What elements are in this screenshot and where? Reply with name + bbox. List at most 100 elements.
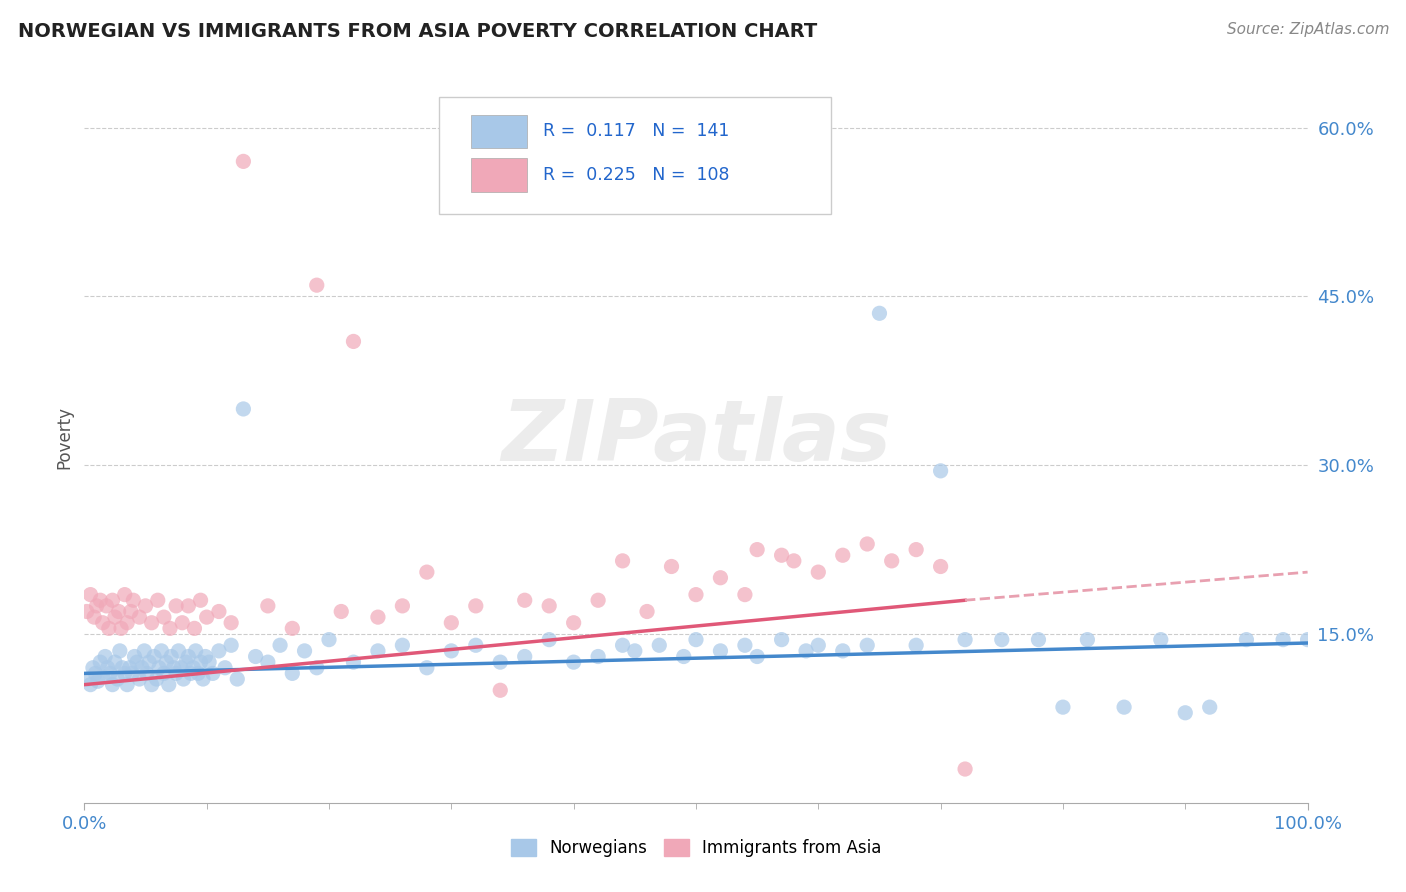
Point — [562, 615, 585, 630]
Point — [153, 666, 176, 681]
Point — [111, 661, 134, 675]
Point — [219, 615, 242, 630]
Point — [134, 644, 156, 658]
Point — [150, 644, 173, 658]
Point — [146, 593, 169, 607]
Point — [807, 638, 830, 652]
Point — [367, 610, 389, 624]
Point — [91, 670, 114, 684]
Point — [131, 661, 153, 675]
Point — [612, 554, 634, 568]
Point — [586, 593, 609, 607]
Point — [128, 672, 150, 686]
Point — [880, 554, 903, 568]
Point — [177, 649, 200, 664]
Point — [190, 655, 212, 669]
Point — [153, 610, 176, 624]
Point — [79, 588, 101, 602]
Point — [157, 678, 180, 692]
Point — [257, 655, 280, 669]
Point — [1296, 632, 1319, 647]
Point — [86, 599, 108, 613]
Point — [104, 610, 127, 624]
Point — [96, 599, 118, 613]
Point — [107, 605, 129, 619]
Point — [1052, 700, 1074, 714]
Point — [79, 678, 101, 692]
Point — [105, 672, 128, 686]
Point — [794, 644, 817, 658]
Text: ZIPatlas: ZIPatlas — [501, 395, 891, 479]
Point — [191, 672, 214, 686]
Point — [232, 401, 254, 416]
Point — [114, 666, 136, 681]
Point — [330, 605, 353, 619]
FancyBboxPatch shape — [471, 159, 527, 192]
FancyBboxPatch shape — [471, 114, 527, 148]
Point — [464, 638, 486, 652]
Point — [281, 621, 304, 635]
Point — [685, 632, 707, 647]
Point — [124, 649, 146, 664]
Point — [856, 638, 879, 652]
Point — [747, 649, 769, 664]
Point — [831, 548, 853, 562]
Point — [83, 610, 105, 624]
Point — [98, 666, 121, 681]
Point — [184, 644, 207, 658]
Point — [101, 593, 124, 607]
Point — [770, 632, 793, 647]
Point — [159, 621, 181, 635]
Point — [141, 615, 163, 630]
Point — [145, 672, 167, 686]
Point — [163, 661, 186, 675]
Point — [101, 678, 124, 692]
Point — [305, 278, 328, 293]
Point — [489, 655, 512, 669]
Point — [138, 655, 160, 669]
Point — [1236, 632, 1258, 647]
Point — [562, 655, 585, 669]
Point — [114, 588, 136, 602]
Point — [180, 666, 202, 681]
Point — [416, 661, 439, 675]
Point — [198, 655, 221, 669]
Point — [1198, 700, 1220, 714]
Point — [183, 621, 205, 635]
Point — [538, 632, 561, 647]
Point — [391, 599, 413, 613]
Point — [141, 678, 163, 692]
Point — [195, 610, 218, 624]
Point — [831, 644, 853, 658]
Point — [97, 621, 120, 635]
Point — [953, 632, 976, 647]
Point — [245, 649, 267, 664]
Point — [121, 666, 143, 681]
Point — [1114, 700, 1136, 714]
Point — [77, 672, 100, 686]
Point — [187, 666, 209, 681]
Point — [232, 154, 254, 169]
Text: NORWEGIAN VS IMMIGRANTS FROM ASIA POVERTY CORRELATION CHART: NORWEGIAN VS IMMIGRANTS FROM ASIA POVERT… — [18, 22, 817, 41]
Text: Source: ZipAtlas.com: Source: ZipAtlas.com — [1226, 22, 1389, 37]
Point — [464, 599, 486, 613]
Legend: Norwegians, Immigrants from Asia: Norwegians, Immigrants from Asia — [503, 832, 889, 864]
FancyBboxPatch shape — [439, 97, 831, 214]
Point — [672, 649, 695, 664]
Point — [257, 599, 280, 613]
Point — [1174, 706, 1197, 720]
Point — [143, 649, 166, 664]
Point — [416, 565, 439, 579]
Point — [94, 649, 117, 664]
Point — [709, 571, 731, 585]
Point — [269, 638, 291, 652]
Point — [1028, 632, 1050, 647]
Point — [685, 588, 707, 602]
Point — [104, 655, 127, 669]
Point — [905, 542, 928, 557]
Point — [391, 638, 413, 652]
Point — [208, 644, 231, 658]
Point — [122, 593, 145, 607]
Point — [953, 762, 976, 776]
Point — [1150, 632, 1173, 647]
